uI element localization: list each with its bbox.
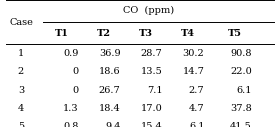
Text: 4.7: 4.7 <box>189 104 204 113</box>
Text: 18.4: 18.4 <box>99 104 120 113</box>
Text: 1: 1 <box>18 49 24 58</box>
Text: 4: 4 <box>18 104 24 113</box>
Text: T3: T3 <box>139 29 153 37</box>
Text: 17.0: 17.0 <box>141 104 162 113</box>
Text: 2.7: 2.7 <box>189 86 204 95</box>
Text: 0: 0 <box>72 86 78 95</box>
Text: 2: 2 <box>18 67 24 76</box>
Text: 14.7: 14.7 <box>183 67 204 76</box>
Text: 36.9: 36.9 <box>99 49 120 58</box>
Text: Case: Case <box>9 18 33 27</box>
Text: 6.1: 6.1 <box>189 122 204 127</box>
Text: 6.1: 6.1 <box>237 86 252 95</box>
Text: 1.3: 1.3 <box>63 104 78 113</box>
Text: 37.8: 37.8 <box>230 104 252 113</box>
Text: 22.0: 22.0 <box>230 67 252 76</box>
Text: 9.4: 9.4 <box>105 122 120 127</box>
Text: 13.5: 13.5 <box>141 67 162 76</box>
Text: 0.8: 0.8 <box>63 122 78 127</box>
Text: 3: 3 <box>18 86 24 95</box>
Text: 28.7: 28.7 <box>141 49 162 58</box>
Text: T2: T2 <box>97 29 111 37</box>
Text: CO  (ppm): CO (ppm) <box>123 6 174 15</box>
Text: T1: T1 <box>55 29 69 37</box>
Text: 30.2: 30.2 <box>183 49 204 58</box>
Text: T4: T4 <box>181 29 195 37</box>
Text: T5: T5 <box>228 29 242 37</box>
Text: 15.4: 15.4 <box>141 122 162 127</box>
Text: 41.5: 41.5 <box>230 122 252 127</box>
Text: 0.9: 0.9 <box>63 49 78 58</box>
Text: 0: 0 <box>72 67 78 76</box>
Text: 7.1: 7.1 <box>147 86 162 95</box>
Text: 5: 5 <box>18 122 24 127</box>
Text: 26.7: 26.7 <box>99 86 120 95</box>
Text: 90.8: 90.8 <box>230 49 252 58</box>
Text: 18.6: 18.6 <box>99 67 120 76</box>
